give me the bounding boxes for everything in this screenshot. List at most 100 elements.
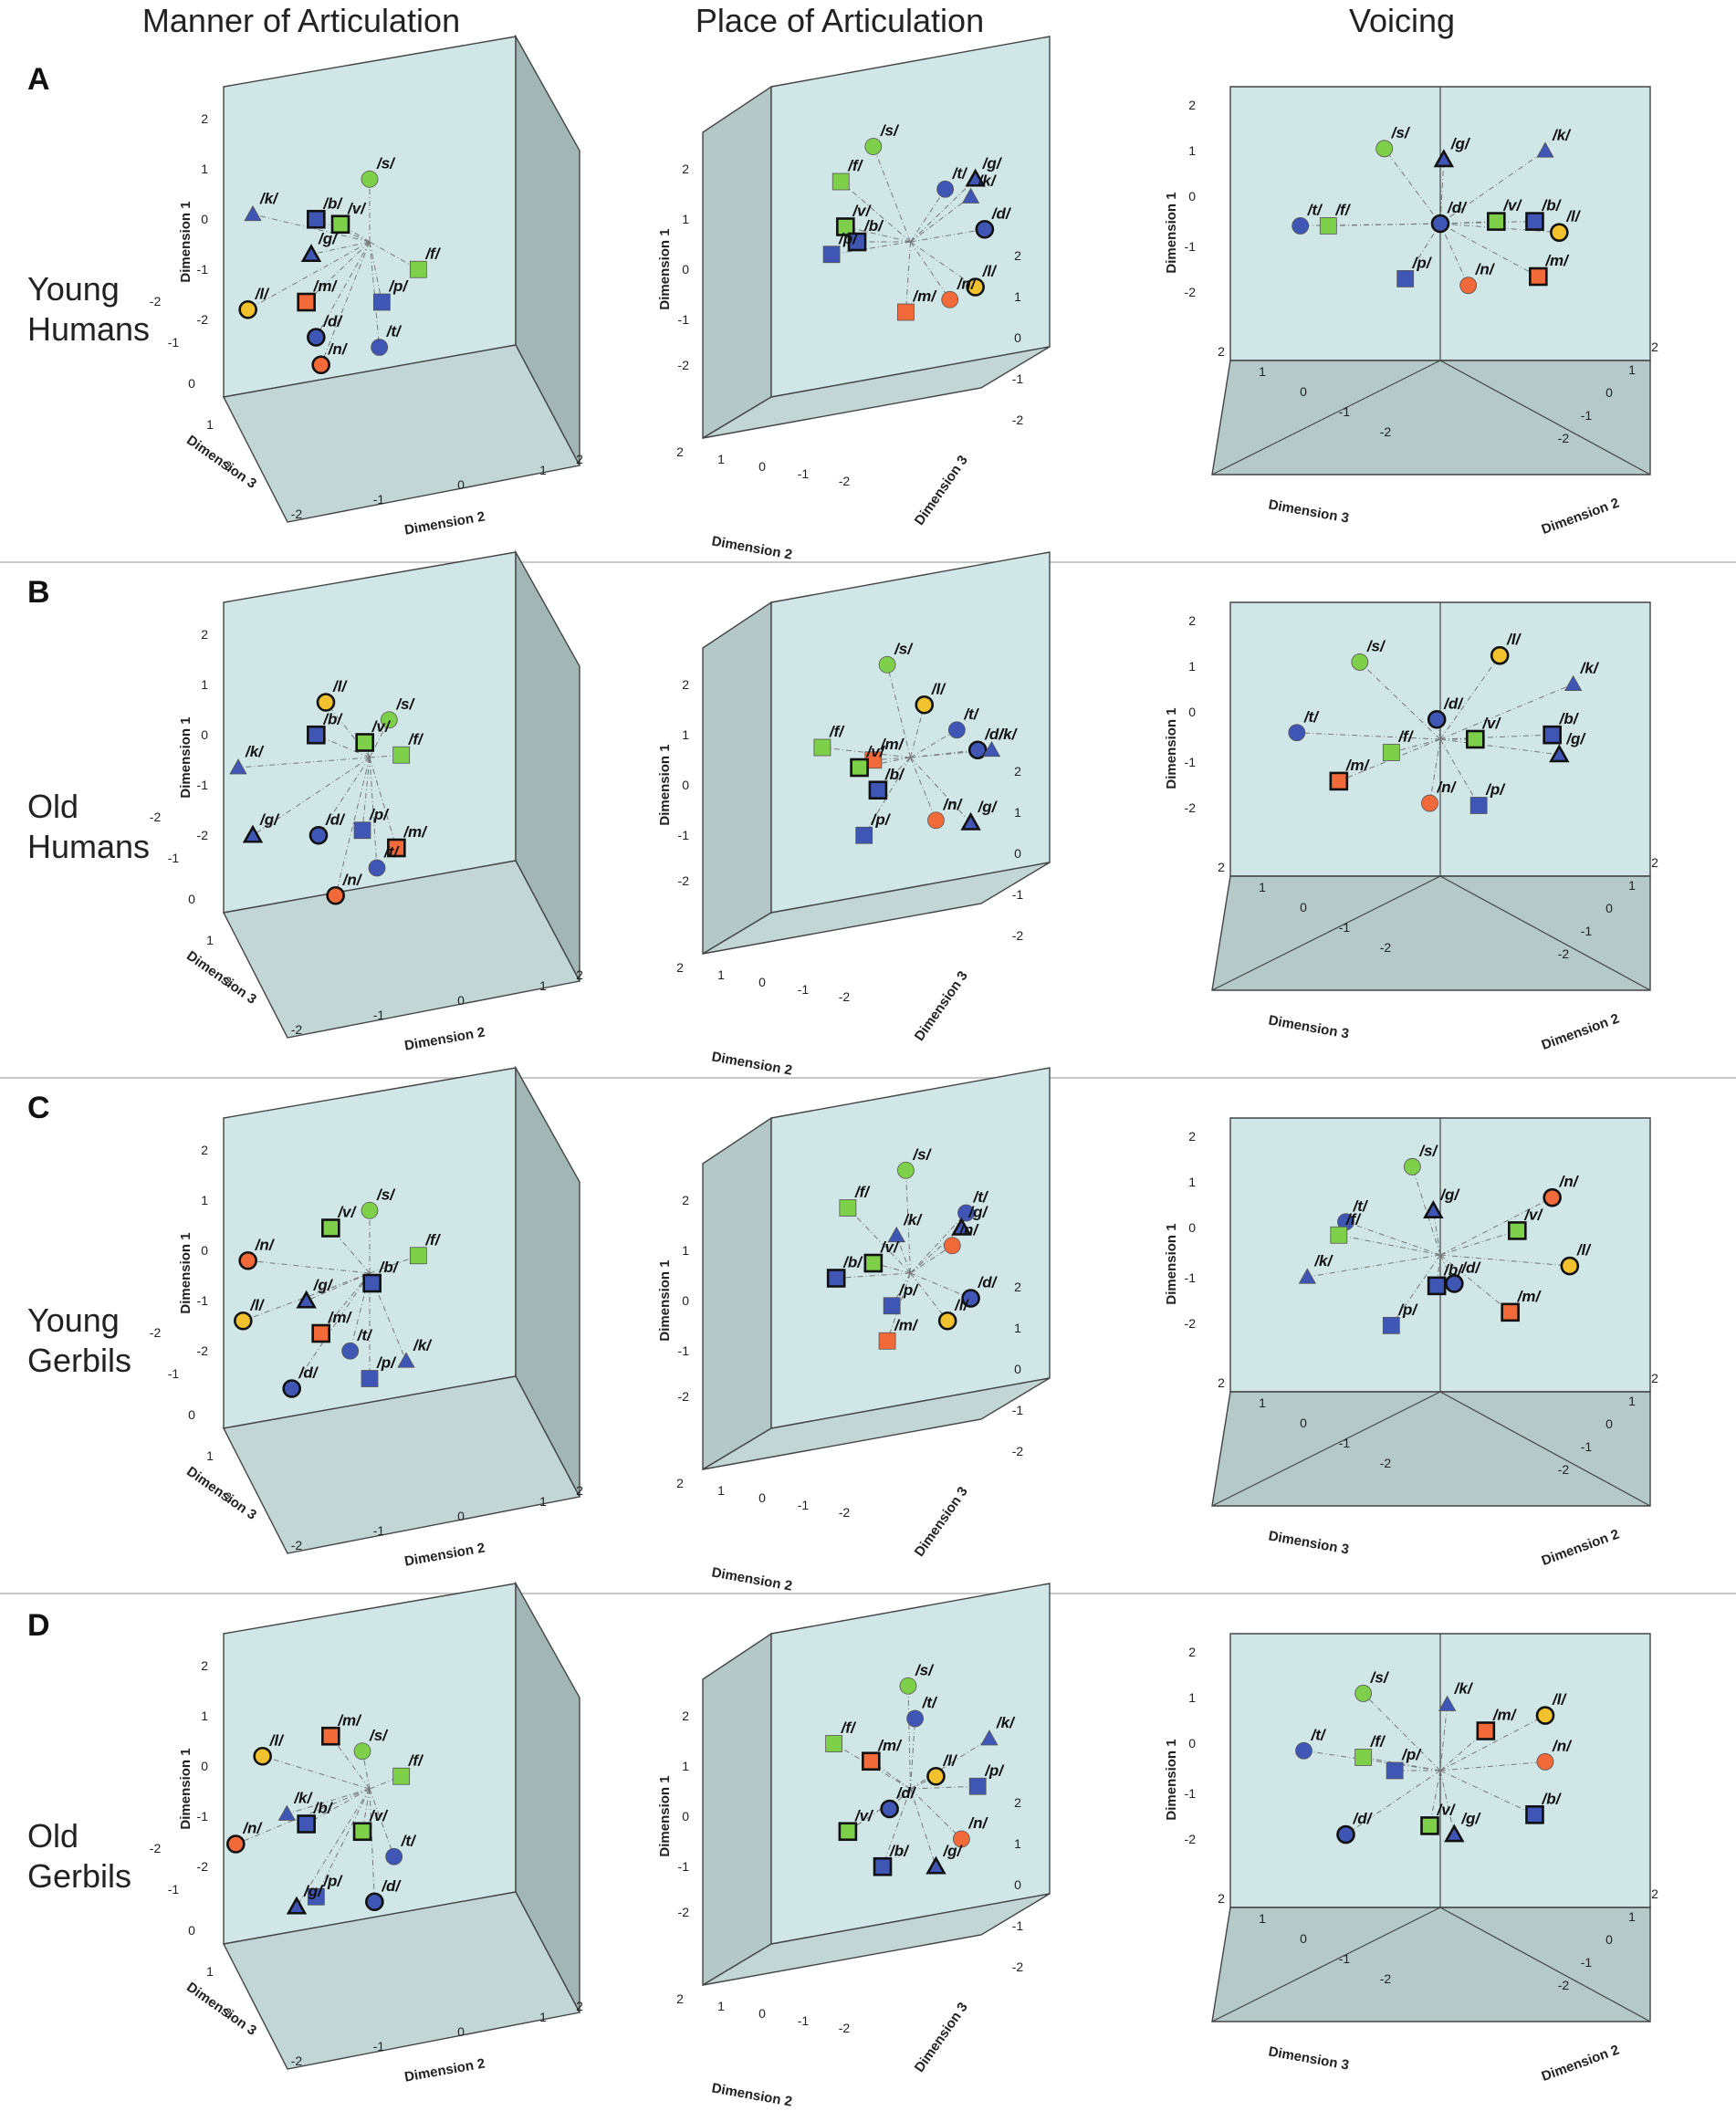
point-t — [371, 339, 389, 356]
tick-label: 2 — [676, 1991, 684, 2006]
tick-label: 0 — [188, 892, 195, 906]
point-label: /f/ — [1370, 1733, 1386, 1750]
spoke-line — [369, 241, 419, 270]
point-d — [1336, 1824, 1355, 1845]
point-label: /k/ — [245, 743, 265, 760]
tick-label: -2 — [1558, 946, 1570, 961]
point-v — [352, 1822, 372, 1842]
point-label: /d/ — [1460, 1259, 1481, 1276]
point-b — [868, 780, 888, 800]
tick-label: 0 — [1605, 385, 1613, 400]
tick-label: -1 — [168, 1882, 180, 1897]
tick-label: -2 — [197, 828, 209, 842]
spoke-line — [1439, 150, 1546, 225]
panel-letter-b: B — [27, 575, 50, 610]
spoke-line — [859, 757, 911, 768]
tick-label: 1 — [1259, 880, 1266, 894]
tick-label: 1 — [1188, 1175, 1196, 1189]
tick-label: -1 — [678, 1859, 690, 1874]
tick-label: -2 — [1012, 1959, 1024, 1974]
tick-label: 1 — [1014, 805, 1021, 820]
point-l — [234, 1311, 253, 1331]
point-label: /n/ — [342, 871, 363, 888]
spoke-line — [1345, 1221, 1441, 1256]
tick-label: -2 — [150, 294, 162, 308]
point-l — [926, 1766, 946, 1786]
point-f — [825, 1735, 843, 1752]
floor-edge — [1439, 1907, 1651, 2022]
tick-label: 0 — [1605, 1932, 1613, 1947]
floor — [702, 346, 1051, 439]
spoke-line — [1384, 148, 1441, 225]
spoke-line — [1390, 1254, 1441, 1326]
spoke-line — [1359, 662, 1441, 740]
spoke-line — [1429, 738, 1441, 804]
back-wall — [770, 1583, 1051, 1945]
spoke-line — [1439, 1761, 1546, 1771]
point-label: /g/ — [1439, 1186, 1460, 1204]
left-wall — [702, 601, 772, 956]
point-k — [887, 1226, 905, 1243]
point-l — [937, 1311, 957, 1331]
point-label: /l/ — [269, 1731, 285, 1749]
tick-label: -1 — [678, 828, 690, 842]
tick-label: -1 — [1185, 1786, 1197, 1801]
axis-label-dimension-3: Dimension 3 — [912, 968, 971, 1044]
point-label: /k/ — [1454, 1680, 1474, 1698]
tick-label: 2 — [1651, 1886, 1658, 1901]
tick-label: -1 — [1581, 1439, 1593, 1454]
point-m — [897, 303, 915, 321]
spoke-line — [320, 241, 371, 365]
point-label: /b/ — [1443, 1261, 1464, 1279]
tick-label: -1 — [1339, 1951, 1351, 1966]
tick-label: 0 — [758, 2006, 766, 2021]
point-label: /g/ — [942, 1842, 963, 1859]
point-d — [975, 219, 995, 239]
tick-label: -2 — [839, 474, 851, 488]
spoke-line — [1439, 1770, 1535, 1815]
point-v — [330, 214, 350, 235]
tick-label: 0 — [1014, 846, 1021, 861]
tick-label: 1 — [717, 1999, 725, 2013]
point-label: /l/ — [942, 1751, 957, 1769]
tick-label: 0 — [1014, 1877, 1021, 1892]
spoke-line — [1439, 1770, 1455, 1835]
tick-label: 0 — [682, 262, 689, 277]
point-d — [365, 1892, 384, 1912]
spoke-line — [1439, 1254, 1511, 1313]
axis-label-dimension-2: Dimension 2 — [403, 508, 486, 538]
panel-letter-c: C — [27, 1091, 50, 1125]
tick-label: 2 — [225, 974, 232, 988]
floor — [222, 1891, 581, 2070]
tick-label: 2 — [676, 1476, 684, 1490]
point-g — [296, 1290, 317, 1309]
point-label: /f/ — [1334, 201, 1351, 218]
tick-label: 0 — [201, 1243, 208, 1258]
tick-label: 0 — [457, 1509, 465, 1523]
tick-label: -2 — [678, 1389, 690, 1404]
tick-label: 1 — [201, 162, 208, 176]
point-label: /t/ — [1353, 1197, 1369, 1215]
point-label: /l/ — [1552, 1691, 1567, 1709]
point-label: /l/ — [1565, 208, 1581, 225]
point-f — [392, 1767, 411, 1785]
tick-label: -2 — [197, 1343, 209, 1358]
point-label: /p/ — [984, 1761, 1005, 1779]
tick-label: -1 — [373, 492, 385, 507]
point-label: /m/ — [894, 1316, 919, 1333]
spoke-line — [882, 1788, 911, 1867]
axis-label-dimension-2: Dimension 2 — [1540, 496, 1622, 538]
group-label-line: Old — [27, 1817, 79, 1855]
point-label: /s/ — [1418, 1142, 1438, 1159]
spoke-line — [310, 241, 371, 256]
point-label: /k/ — [1313, 1252, 1333, 1270]
tick-label: 0 — [758, 975, 766, 989]
tick-label: -2 — [1185, 800, 1197, 815]
point-b — [1543, 725, 1562, 745]
point-label: /n/ — [1552, 1737, 1573, 1754]
point-label: /g/ — [1460, 1810, 1481, 1827]
point-k — [982, 740, 1001, 758]
row-divider — [0, 561, 1736, 563]
